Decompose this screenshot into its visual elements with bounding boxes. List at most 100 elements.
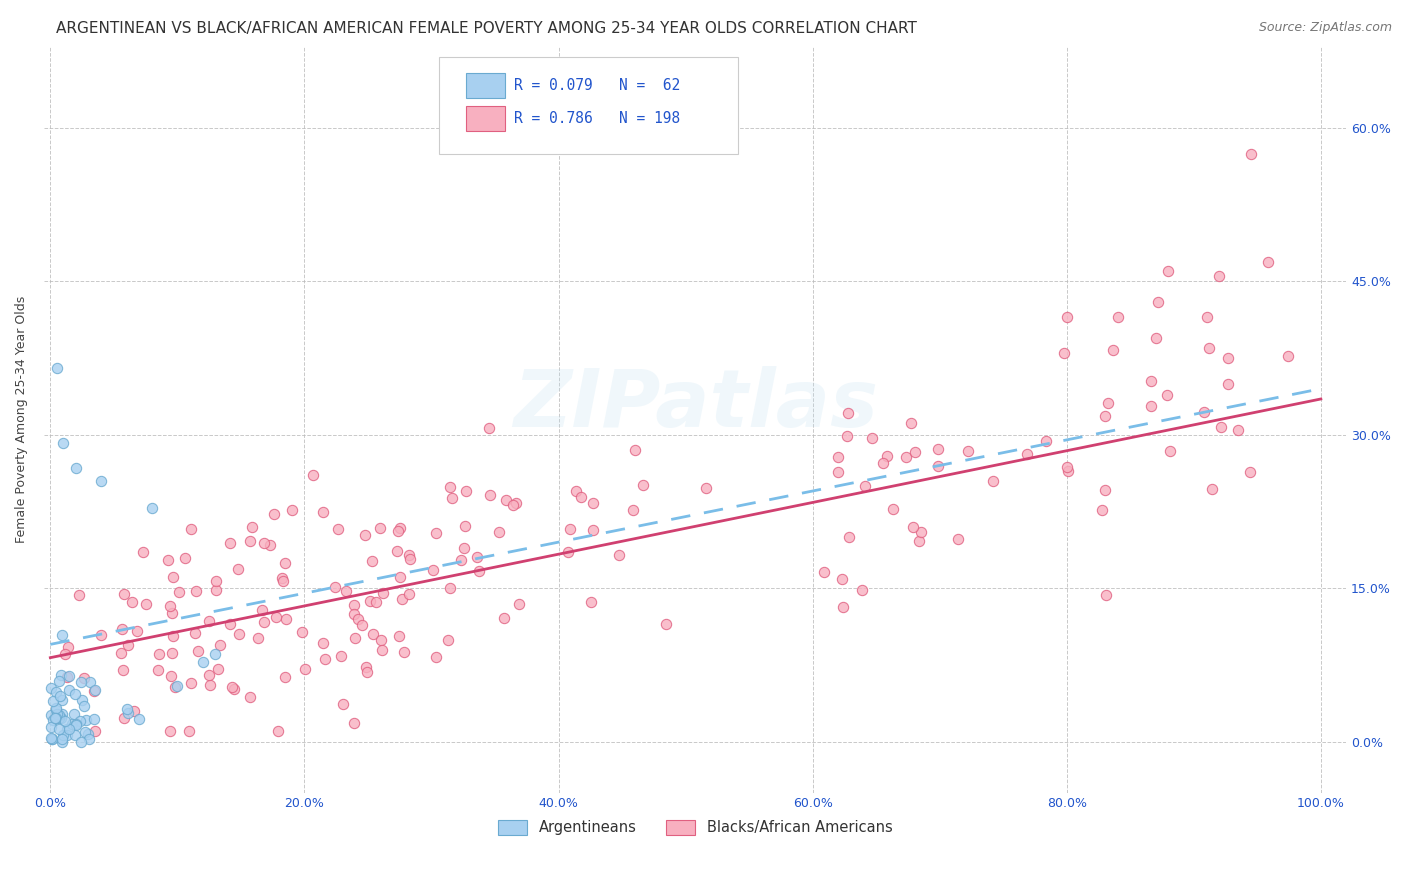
- Point: [1159, 443, 1181, 458]
- Point: [56, 640, 79, 654]
- Point: [253, 536, 276, 550]
- Point: [582, 523, 605, 537]
- Point: [73, 699, 96, 714]
- Point: [956, 444, 979, 458]
- Point: [981, 474, 1004, 488]
- Point: [371, 586, 394, 600]
- Point: [827, 465, 849, 479]
- Point: [557, 545, 579, 559]
- Point: [70, 692, 93, 706]
- Point: [631, 478, 654, 492]
- Point: [226, 562, 249, 576]
- Point: [219, 617, 242, 632]
- Point: [127, 624, 149, 638]
- Point: [41, 732, 63, 747]
- Point: [110, 646, 132, 660]
- Point: [79, 674, 101, 689]
- Point: [63, 707, 86, 722]
- Point: [851, 582, 873, 597]
- Point: [45, 711, 67, 725]
- Point: [42, 694, 65, 708]
- Point: [159, 599, 181, 613]
- Point: [112, 586, 135, 600]
- Point: [271, 574, 294, 589]
- Point: [946, 532, 969, 546]
- Point: [558, 522, 581, 536]
- Point: [90, 475, 112, 489]
- Text: ZIPatlas: ZIPatlas: [513, 366, 877, 443]
- Point: [356, 665, 378, 679]
- Point: [440, 491, 463, 506]
- Text: ARGENTINEAN VS BLACK/AFRICAN AMERICAN FEMALE POVERTY AMONG 25-34 YEAR OLDS CORRE: ARGENTINEAN VS BLACK/AFRICAN AMERICAN FE…: [56, 21, 917, 36]
- Point: [837, 406, 859, 420]
- Point: [494, 611, 516, 625]
- Point: [264, 609, 287, 624]
- Point: [872, 456, 894, 470]
- Point: [1056, 310, 1078, 324]
- Point: [838, 530, 860, 544]
- Point: [117, 706, 139, 721]
- Legend: Argentineans, Blacks/African Americans: Argentineans, Blacks/African Americans: [492, 814, 898, 841]
- Point: [439, 480, 461, 494]
- Point: [450, 552, 472, 566]
- Point: [1056, 460, 1078, 475]
- Point: [901, 519, 924, 533]
- Point: [1015, 447, 1038, 461]
- Point: [453, 541, 475, 556]
- Point: [141, 500, 163, 515]
- Point: [51, 731, 73, 746]
- Point: [1095, 588, 1118, 602]
- Point: [488, 525, 510, 540]
- Point: [927, 459, 949, 474]
- Point: [55, 722, 77, 736]
- Point: [200, 678, 222, 692]
- Point: [51, 667, 73, 681]
- Point: [83, 683, 105, 698]
- Point: [394, 645, 416, 659]
- Point: [655, 617, 678, 632]
- Point: [904, 444, 927, 458]
- Point: [191, 655, 214, 669]
- Point: [582, 496, 605, 510]
- Point: [167, 585, 190, 599]
- Point: [184, 626, 207, 640]
- Point: [247, 631, 270, 645]
- Point: [124, 704, 146, 718]
- Point: [174, 550, 197, 565]
- Point: [163, 680, 186, 694]
- Point: [1053, 346, 1076, 360]
- Point: [45, 361, 67, 376]
- Point: [342, 598, 364, 612]
- Text: R = 0.079   N =  62: R = 0.079 N = 62: [515, 78, 681, 94]
- Point: [1056, 465, 1078, 479]
- Point: [896, 450, 918, 464]
- Point: [162, 606, 184, 620]
- Point: [271, 571, 294, 585]
- Point: [813, 565, 835, 579]
- Point: [1211, 419, 1233, 434]
- FancyBboxPatch shape: [465, 73, 505, 98]
- Point: [117, 638, 139, 652]
- Point: [63, 728, 86, 742]
- Point: [827, 450, 849, 464]
- Point: [53, 647, 76, 661]
- Point: [112, 711, 135, 725]
- Point: [69, 674, 91, 689]
- Point: [51, 734, 73, 748]
- FancyBboxPatch shape: [439, 57, 738, 154]
- Point: [354, 528, 377, 542]
- Point: [359, 594, 381, 608]
- Point: [39, 731, 62, 745]
- Point: [42, 713, 65, 727]
- Point: [465, 550, 488, 565]
- Point: [312, 636, 335, 650]
- Point: [276, 612, 298, 626]
- Point: [370, 633, 392, 648]
- Point: [250, 603, 273, 617]
- Point: [273, 557, 295, 571]
- Point: [77, 732, 100, 747]
- Point: [860, 431, 883, 445]
- Point: [1102, 343, 1125, 357]
- Point: [73, 724, 96, 739]
- Point: [398, 549, 420, 563]
